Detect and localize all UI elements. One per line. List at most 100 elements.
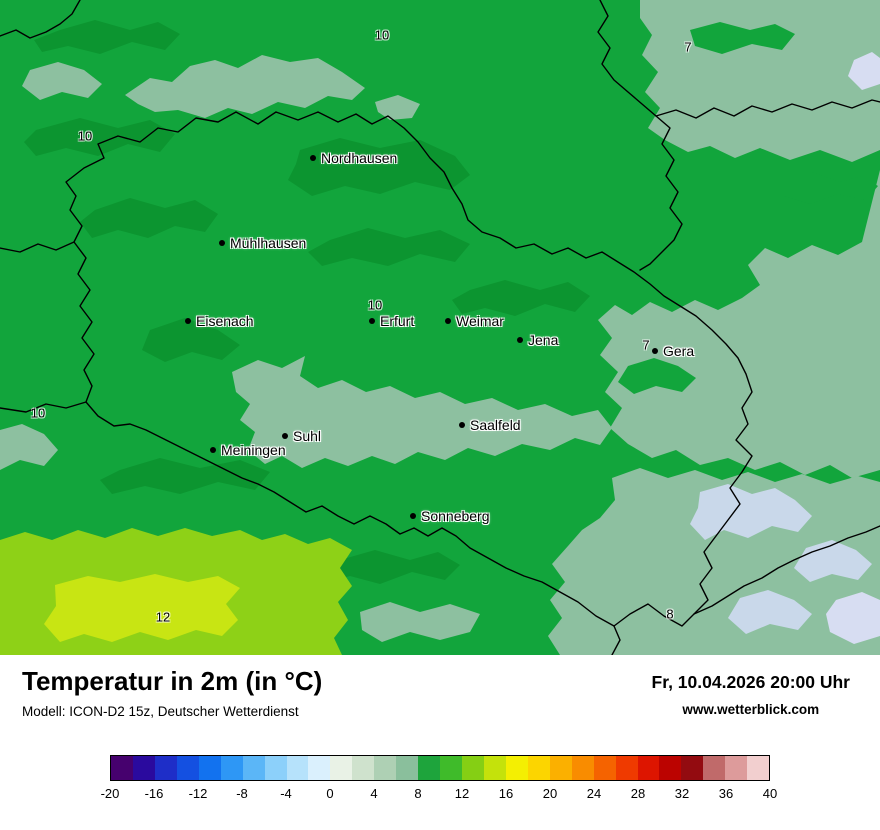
colorbar-segment <box>703 756 726 780</box>
colorbar-tick-label: 12 <box>454 786 470 801</box>
info-panel: Temperatur in 2m (in °C) Modell: ICON-D2… <box>0 655 880 830</box>
colorbar-segment <box>747 756 770 780</box>
colorbar-segment <box>176 756 199 780</box>
model-info: Modell: ICON-D2 15z, Deutscher Wetterdie… <box>22 703 299 719</box>
datetime-block: Fr, 10.04.2026 20:00 Uhr www.wetterblick… <box>652 667 850 717</box>
colorbar-segment <box>111 756 133 780</box>
map-overlay: Nordhausen Mühlhausen Eisenach Erfurt Weimar… <box>30 27 694 625</box>
temperature-value-label: 10 <box>367 297 383 313</box>
colorbar-tick-label: 40 <box>762 786 778 801</box>
legend: -20 -16 -12 -8 -4 0 4 8 12 16 20 24 28 32 36 40 <box>101 755 778 804</box>
temperature-value-label: 8 <box>666 606 674 622</box>
city-label: Suhl <box>293 428 322 444</box>
map-green-islands <box>618 22 878 394</box>
city-marker-nordhausen: Nordhausen <box>310 150 397 166</box>
city-label: Mühlhausen <box>230 235 307 251</box>
temperature-value-label: 10 <box>30 405 46 421</box>
title-block: Temperatur in 2m (in °C) Modell: ICON-D2… <box>22 666 323 719</box>
city-marker-sonneberg: Sonneberg <box>410 508 490 524</box>
colorbar-segment <box>418 756 441 780</box>
city-marker-weimar: Weimar <box>445 313 504 329</box>
border-west-spur <box>0 241 75 253</box>
colorbar-segment <box>308 756 331 780</box>
colorbar-segment <box>593 756 616 780</box>
temperature-value-label: 7 <box>684 39 692 55</box>
city-label: Jena <box>528 332 559 348</box>
colorbar-tick-label: -20 <box>100 786 120 801</box>
colorbar-tick-label: 20 <box>542 786 558 801</box>
colorbar-segment <box>483 756 506 780</box>
colorbar-tick-label: -8 <box>236 786 248 801</box>
colorbar-ticks: -20 -16 -12 -8 -4 0 4 8 12 16 20 24 28 32 36 40 <box>101 786 778 804</box>
city-dot <box>282 433 288 439</box>
border-south-spur <box>611 625 621 655</box>
city-dot <box>369 318 375 324</box>
border-northwest-corner <box>0 0 81 39</box>
city-label: Erfurt <box>380 313 415 329</box>
colorbar-segment <box>527 756 550 780</box>
city-dot <box>517 337 523 343</box>
city-dot <box>219 240 225 246</box>
city-dot <box>310 155 316 161</box>
city-label: Nordhausen <box>321 150 398 166</box>
city-label: Eisenach <box>196 313 254 329</box>
colorbar-segment <box>505 756 528 780</box>
temperature-map: Nordhausen Mühlhausen Eisenach Erfurt Weimar… <box>0 0 880 655</box>
colorbar-tick-label: 16 <box>498 786 514 801</box>
colorbar-segment <box>330 756 353 780</box>
city-marker-jena: Jena <box>517 332 558 348</box>
border-thuringia <box>65 111 753 627</box>
colorbar-segment <box>725 756 748 780</box>
colorbar-segment <box>374 756 397 780</box>
border-southeast <box>693 525 880 615</box>
colorbar-segment <box>352 756 375 780</box>
forecast-datetime: Fr, 10.04.2026 20:00 Uhr <box>651 672 850 692</box>
colorbar-tick-label: 8 <box>414 786 422 801</box>
colorbar-segment <box>462 756 484 780</box>
colorbar-tick-label: 24 <box>586 786 602 801</box>
colorbar-tick-label: 4 <box>370 786 378 801</box>
colorbar-segment <box>396 756 419 780</box>
city-dot <box>185 318 191 324</box>
colorbar-tick-label: -4 <box>280 786 292 801</box>
city-label: Sonneberg <box>421 508 490 524</box>
colorbar-tick-label: -12 <box>188 786 208 801</box>
city-dot <box>445 318 451 324</box>
map-canvas <box>0 0 880 655</box>
colorbar-segment <box>637 756 660 780</box>
colorbar-segment <box>659 756 682 780</box>
city-marker-meiningen: Meiningen <box>210 442 286 458</box>
colorbar-segment <box>549 756 572 780</box>
colorbar-tick-label: 28 <box>630 786 646 801</box>
colorbar-segment <box>286 756 309 780</box>
city-label: Gera <box>663 343 695 359</box>
city-marker-suhl: Suhl <box>282 428 321 444</box>
colorbar-tick-label: 36 <box>718 786 734 801</box>
website-label: www.wetterblick.com <box>682 702 820 717</box>
city-marker-eisenach: Eisenach <box>185 313 254 329</box>
colorbar-segment <box>132 756 155 780</box>
border-northeast <box>597 0 683 271</box>
page-title: Temperatur in 2m (in °C) <box>22 666 323 696</box>
map-dark-green-patches <box>24 20 590 584</box>
city-dot <box>459 422 465 428</box>
temperature-value-label: 7 <box>642 337 650 353</box>
temperature-value-label: 10 <box>374 27 390 43</box>
temperature-value-label: 10 <box>77 128 93 144</box>
border-east-top <box>655 99 880 119</box>
city-label: Meiningen <box>221 442 286 458</box>
colorbar-segment <box>264 756 287 780</box>
colorbar-tick-label: -16 <box>144 786 164 801</box>
map-border-lines <box>0 0 880 655</box>
city-dot <box>652 348 658 354</box>
border-southwest-spur <box>0 401 87 413</box>
colorbar-segment <box>681 756 704 780</box>
colorbar-tick-label: 0 <box>326 786 334 801</box>
colorbar-segment <box>154 756 177 780</box>
colorbar-segment <box>440 756 462 780</box>
city-marker-saalfeld: Saalfeld <box>459 417 521 433</box>
info-row: Temperatur in 2m (in °C) Modell: ICON-D2… <box>0 655 880 719</box>
city-marker-mhlhausen: Mühlhausen <box>219 235 306 251</box>
map-warm-regions <box>0 528 352 655</box>
city-marker-gera: Gera <box>652 343 694 359</box>
